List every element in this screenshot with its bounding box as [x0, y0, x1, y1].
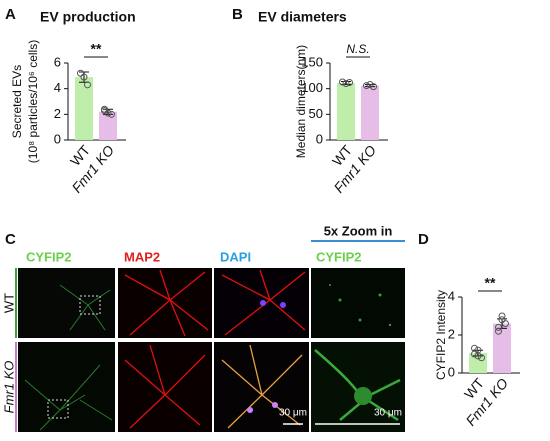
data-point [495, 323, 502, 331]
chart-title: EV production [40, 9, 136, 25]
column-label: CYFIP2 [26, 249, 72, 264]
data-point [363, 82, 370, 90]
data-point [342, 80, 350, 88]
y-tick-label: 6 [54, 54, 61, 69]
neurites [221, 344, 303, 429]
y-tick-label: 4 [448, 288, 455, 303]
image [311, 268, 405, 338]
row-label: WT [1, 293, 16, 313]
y-tick-label: 2 [448, 326, 455, 341]
bar [75, 77, 93, 140]
column-label: CYFIP2 [316, 249, 362, 264]
micrographs [15, 240, 405, 432]
y-tick-label: 0 [54, 131, 61, 146]
annotation: ** [91, 41, 102, 57]
data-point [478, 354, 485, 362]
scale-label: 30 μm [374, 408, 402, 419]
nucleus [280, 302, 286, 308]
data-point [339, 78, 346, 86]
nucleus [272, 402, 278, 408]
y-tick-label: 0 [448, 364, 455, 379]
nucleus [247, 407, 253, 413]
y-tick-label: 50 [309, 106, 323, 121]
bar [337, 83, 355, 140]
y-tick-label: 2 [54, 106, 61, 121]
data-point [495, 327, 502, 335]
y-axis-label: (10⁸ particles/10⁶ cells) [26, 40, 40, 163]
panel-label: C [5, 231, 16, 248]
data-point [108, 110, 115, 118]
zoom-box [47, 399, 69, 419]
data-point [498, 312, 506, 320]
y-tick-label: 0 [316, 131, 323, 146]
data-point [474, 352, 482, 360]
data-point [77, 69, 84, 77]
y-tick-label: 150 [301, 54, 323, 69]
chart-title: EV diameters [258, 9, 347, 25]
y-tick-label: 100 [301, 80, 323, 95]
bar [99, 111, 117, 140]
data-point [366, 81, 374, 89]
image [18, 342, 115, 432]
bar [493, 323, 511, 373]
y-axis-label: CYFIP2 Intensity [434, 290, 448, 380]
column-label: DAPI [220, 249, 251, 264]
zoom-box [79, 295, 101, 315]
panel-label: A [5, 6, 16, 23]
panel-label: B [232, 6, 243, 23]
data-point [471, 344, 478, 352]
image [214, 342, 309, 432]
data-point [498, 316, 506, 324]
column-label: MAP2 [124, 249, 160, 264]
annotation: N.S. [346, 42, 369, 56]
data-point [502, 320, 509, 328]
neurites [24, 284, 113, 431]
annotation: ** [485, 275, 496, 291]
data-point [346, 79, 353, 87]
zoom-label: 5x Zoom in [324, 223, 393, 238]
data-point [80, 73, 88, 81]
row-label: Fmr1 KO [1, 361, 16, 414]
image [18, 268, 115, 338]
neurites [124, 269, 306, 429]
nucleus [260, 300, 266, 306]
y-tick-label: 4 [54, 80, 61, 95]
data-point [84, 81, 91, 89]
image [118, 342, 212, 432]
puncta [329, 284, 392, 405]
data-point [101, 106, 108, 114]
y-axis-label: Median dimeters(nm) [294, 45, 308, 158]
data-point [370, 83, 377, 91]
bar [361, 85, 379, 140]
bar [469, 353, 487, 373]
image [311, 342, 405, 432]
panel-label: D [418, 231, 429, 248]
scale-label: 30 μm [279, 408, 307, 419]
y-axis-label: Secreted EVs [10, 65, 24, 138]
